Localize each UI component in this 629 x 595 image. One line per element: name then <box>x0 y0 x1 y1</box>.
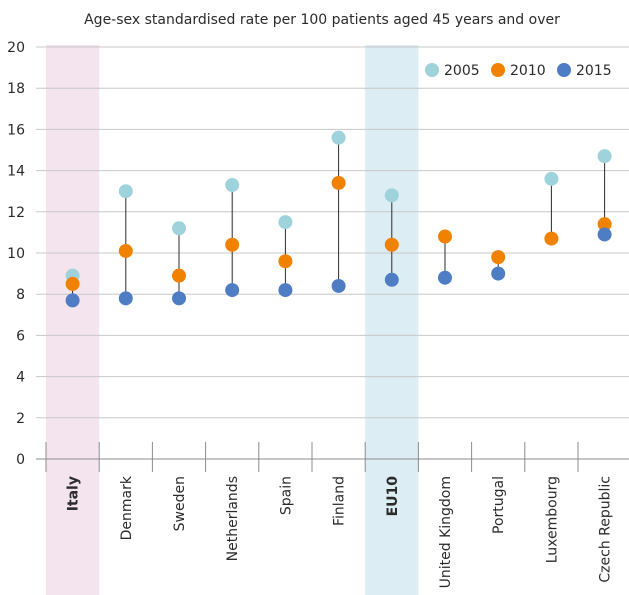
legend-label-2010: 2010 <box>510 63 546 79</box>
point-2010 <box>118 243 133 258</box>
range-lines <box>72 137 606 301</box>
point-2015 <box>438 270 452 285</box>
category-label: Luxembourg <box>544 476 560 563</box>
point-2010 <box>225 237 240 252</box>
point-2015 <box>225 283 240 298</box>
legend: 2005 2010 2015 <box>425 63 612 79</box>
highlight-band-eu10 <box>365 45 419 595</box>
legend-swatch-2010 <box>491 63 505 77</box>
point-2010 <box>544 231 559 246</box>
chart-title: Age-sex standardised rate per 100 patien… <box>84 12 560 28</box>
point-2005 <box>384 188 399 203</box>
y-tick-label: 20 <box>7 40 25 56</box>
point-2010 <box>278 254 293 269</box>
legend-label-2005: 2005 <box>444 63 480 79</box>
point-2010 <box>597 217 612 232</box>
y-tick-label: 4 <box>16 370 25 386</box>
y-tick-label: 16 <box>7 122 25 138</box>
category-label: Portugal <box>491 476 507 534</box>
point-2015 <box>65 293 80 308</box>
point-2015 <box>491 266 506 281</box>
legend-swatch-2005 <box>425 63 439 77</box>
y-tick-label: 10 <box>7 246 25 262</box>
point-2005 <box>172 221 186 236</box>
data-points <box>65 130 612 308</box>
category-labels: Italy Denmark Sweden Netherlands Spain Finlan… <box>66 475 614 588</box>
category-label: EU10 <box>385 476 401 517</box>
point-2005 <box>331 130 346 145</box>
y-tick-label: 18 <box>7 81 25 97</box>
point-2005 <box>544 171 559 186</box>
y-tick-label: 12 <box>7 205 25 221</box>
point-2015 <box>172 291 186 306</box>
y-tick-label: 14 <box>7 164 25 180</box>
category-label: Spain <box>278 476 294 515</box>
point-2010 <box>65 276 80 291</box>
point-2010 <box>491 250 506 265</box>
y-tick-label: 8 <box>16 287 25 303</box>
highlight-bands <box>46 45 419 595</box>
category-label: United Kingdom <box>438 476 454 588</box>
point-2005 <box>597 149 612 164</box>
point-2010 <box>438 229 452 244</box>
point-2010 <box>331 175 346 190</box>
point-2010 <box>172 268 186 283</box>
axes: 0 2 4 6 8 10 12 14 16 18 20 <box>7 40 629 472</box>
gridlines <box>36 46 629 419</box>
legend-label-2015: 2015 <box>576 63 612 79</box>
category-label: Italy <box>66 476 82 511</box>
point-2010 <box>384 237 399 252</box>
category-label: Czech Republic <box>598 476 614 583</box>
legend-swatch-2015 <box>557 63 571 77</box>
category-label: Denmark <box>119 475 135 540</box>
y-tick-label: 6 <box>16 328 25 344</box>
category-label: Finland <box>332 476 348 526</box>
category-label: Netherlands <box>225 476 241 561</box>
point-2015 <box>597 227 612 242</box>
point-2005 <box>278 215 293 230</box>
point-2005 <box>225 178 240 193</box>
highlight-band-italy <box>46 45 100 595</box>
category-label: Sweden <box>172 476 188 531</box>
point-2015 <box>384 272 399 287</box>
point-2015 <box>118 291 133 306</box>
point-2005 <box>118 184 133 199</box>
point-2015 <box>331 278 346 293</box>
point-2015 <box>278 283 293 298</box>
y-tick-label: 0 <box>16 452 25 468</box>
y-tick-label: 2 <box>16 411 25 427</box>
